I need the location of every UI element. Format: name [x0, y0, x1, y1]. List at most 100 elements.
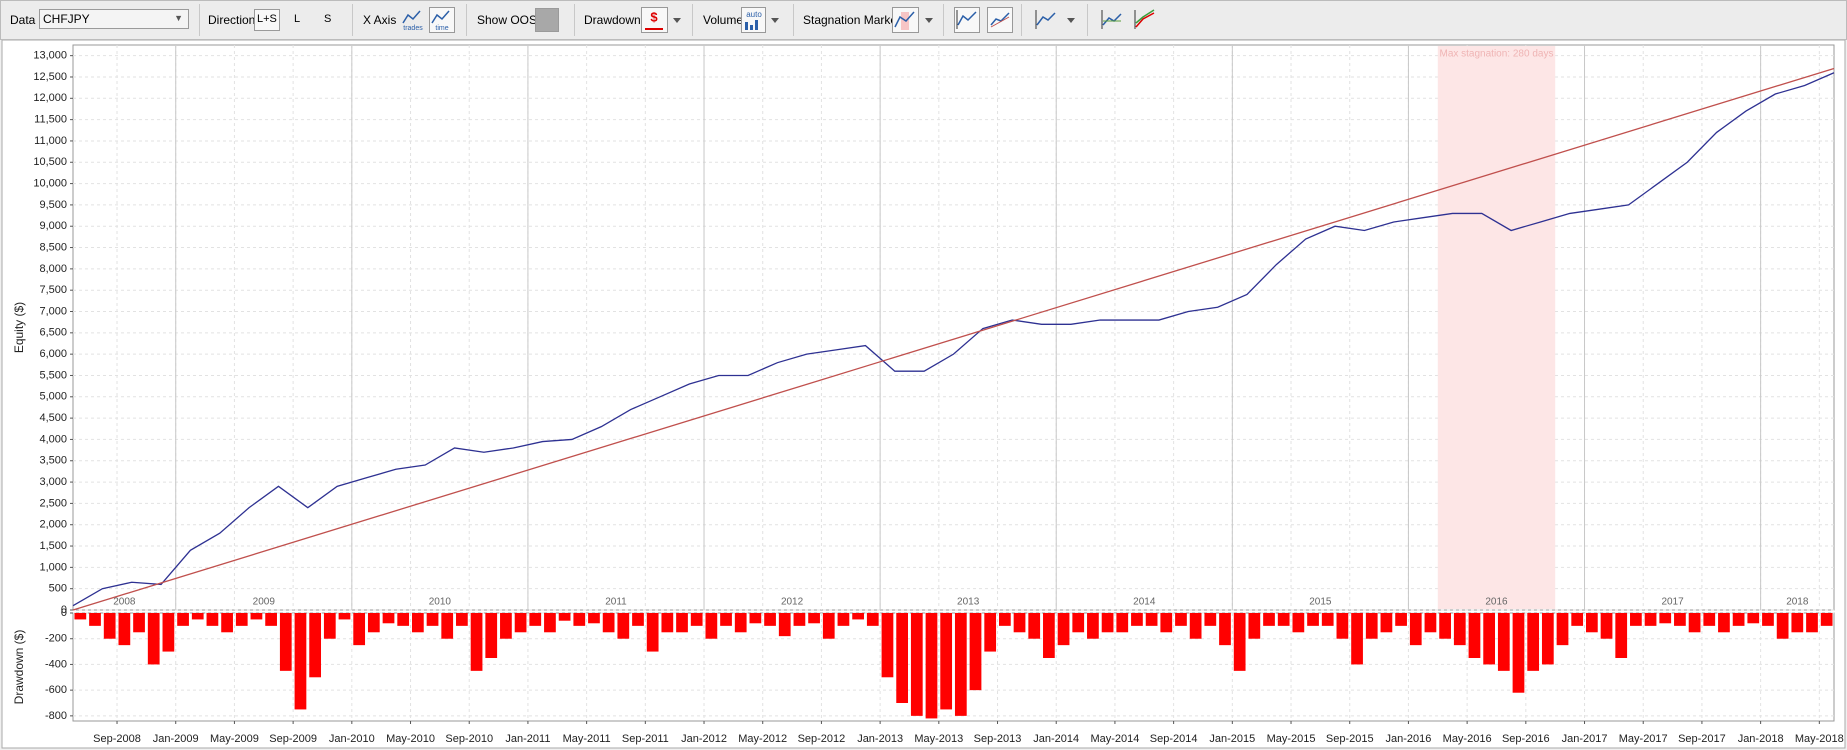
bar [1806, 613, 1818, 633]
y-tick-label: 11,000 [34, 135, 67, 147]
bar [1116, 613, 1129, 633]
separator [692, 4, 693, 36]
bar [632, 613, 644, 626]
bar [1703, 613, 1716, 626]
bar [1380, 613, 1393, 633]
y-tick-label: 0 [61, 607, 67, 619]
x-axis-time-button[interactable]: time [429, 7, 455, 33]
bar [822, 613, 835, 639]
x-tick-label: May-2011 [563, 733, 611, 745]
year-label: 2011 [605, 597, 627, 608]
bar [705, 613, 718, 639]
bar [235, 613, 248, 626]
y-tick-label: 3,500 [39, 455, 67, 467]
bar [1277, 613, 1290, 626]
x-axis-trades-button[interactable]: trades [400, 7, 426, 33]
bar [118, 613, 131, 646]
bar [1087, 613, 1099, 639]
bar [1321, 613, 1334, 626]
x-tick-label: Jan-2015 [1209, 733, 1255, 745]
bar [720, 613, 732, 626]
bar [1292, 613, 1305, 633]
bar [1541, 613, 1554, 665]
bar [1204, 613, 1217, 626]
x-tick-label: Jan-2009 [153, 733, 199, 745]
bar [646, 613, 659, 652]
y-tick-label: 11,500 [34, 114, 67, 126]
drawdown-button[interactable]: $ [641, 7, 683, 33]
bar [1483, 613, 1496, 665]
data-dropdown[interactable]: CHFJPY ▼ [39, 9, 189, 29]
bar [411, 613, 424, 633]
show-oos-toggle[interactable] [535, 8, 559, 32]
compare-button[interactable] [1099, 7, 1125, 33]
bar [1791, 613, 1804, 633]
x-tick-label: Sep-2016 [1502, 733, 1550, 745]
bar [998, 613, 1011, 626]
bar [323, 613, 336, 639]
bar [1409, 613, 1422, 646]
direction-button[interactable]: L+S [254, 9, 280, 31]
bar [588, 613, 600, 624]
separator [793, 4, 794, 36]
bar [191, 613, 204, 620]
bar [470, 613, 483, 671]
y-tick-label: 9,500 [39, 199, 67, 211]
year-label: 2017 [1661, 597, 1684, 608]
chart-type-button[interactable] [1033, 7, 1077, 33]
direction-option[interactable]: L [294, 13, 301, 25]
bar [764, 613, 776, 626]
line [72, 67, 1835, 611]
bar [1351, 613, 1363, 665]
bar [397, 613, 410, 626]
x-tick-label: Jan-2011 [505, 733, 550, 745]
bar [147, 613, 160, 665]
y-tick-label: 10,500 [33, 156, 67, 168]
bar [866, 613, 879, 626]
separator [352, 4, 353, 36]
bar [1453, 613, 1466, 646]
bar [617, 613, 630, 639]
bar [661, 613, 674, 633]
bar [1219, 613, 1231, 646]
y-tick-label: 10,000 [33, 177, 67, 189]
year-label: 2016 [1485, 597, 1508, 608]
y-tick-label: 9,000 [39, 220, 67, 232]
bar [250, 613, 263, 620]
chart-button[interactable] [954, 7, 980, 33]
y-axis-label: Equity ($) [12, 302, 26, 353]
compare-button[interactable] [1132, 7, 1158, 33]
bar [1718, 613, 1730, 633]
bar [294, 613, 307, 710]
stagnation-button[interactable] [892, 7, 936, 33]
bar [1527, 613, 1540, 671]
dropdown-arrow: ▼ [174, 13, 183, 23]
plot-area [72, 612, 1835, 722]
bar [837, 613, 850, 626]
x-tick-label: Sep-2012 [798, 733, 846, 745]
year-label: 2008 [113, 597, 136, 608]
separator [1021, 4, 1022, 36]
bar [382, 613, 395, 624]
stagnation-band [1437, 46, 1556, 609]
x-tick-label: Sep-2013 [974, 733, 1022, 745]
line [72, 72, 1835, 607]
year-label: 2010 [429, 597, 452, 608]
bar [1468, 613, 1481, 658]
year-label: 2015 [1309, 597, 1332, 608]
icon-text: trades [403, 25, 423, 32]
x-tick-label: Sep-2011 [622, 733, 669, 745]
bar [1145, 613, 1158, 626]
y-tick-label: 4,000 [39, 433, 67, 445]
bar [1674, 613, 1686, 626]
icon-text: auto [746, 10, 762, 19]
direction-option[interactable]: S [324, 13, 332, 25]
chart-button[interactable] [987, 7, 1013, 33]
x-tick-label: May-2014 [1090, 733, 1139, 745]
x-tick-label: Jan-2010 [329, 733, 375, 745]
volume-button[interactable]: auto [741, 7, 781, 33]
bar [1057, 613, 1070, 646]
bar [1043, 613, 1055, 658]
y-tick-label: 1,500 [39, 540, 67, 552]
bar [103, 613, 116, 639]
